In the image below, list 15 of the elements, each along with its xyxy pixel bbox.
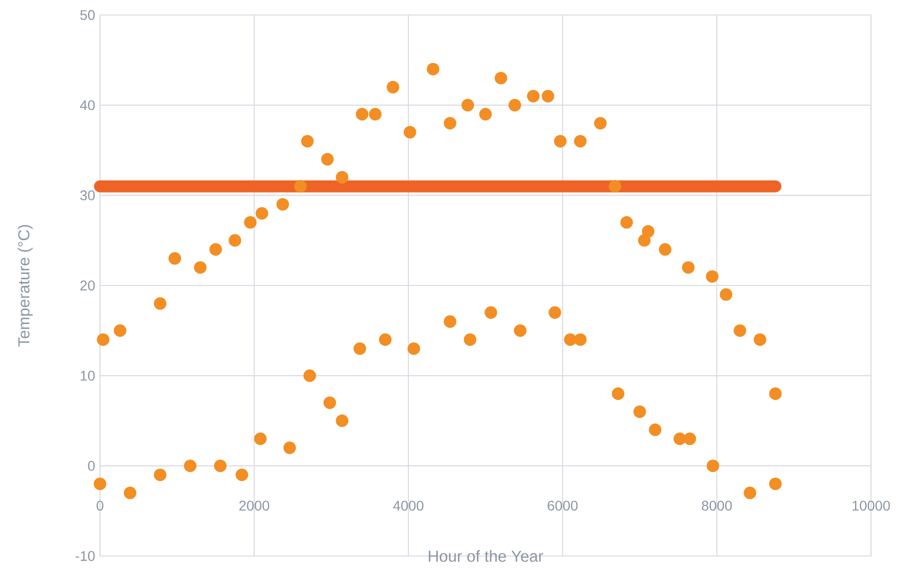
y-tick-label: 10 — [80, 370, 95, 381]
y-tick-label: 50 — [80, 10, 95, 20]
y-tick-label: 30 — [80, 190, 95, 200]
y-tick-label: 40 — [80, 100, 95, 110]
x-tick-label: 6000 — [548, 500, 578, 511]
y-axis-title: Temperature (°C) — [18, 225, 33, 347]
x-tick-label: 8000 — [702, 500, 732, 511]
x-tick-label: 10000 — [852, 500, 890, 511]
x-tick-label: 0 — [96, 500, 104, 511]
x-axis-title: Hour of the Year — [428, 550, 544, 562]
y-tick-label: 20 — [80, 280, 95, 290]
x-tick-label: 2000 — [239, 500, 270, 511]
y-tick-label: 0 — [88, 460, 95, 471]
x-tick-label: 4000 — [393, 500, 424, 511]
y-tick-label: -10 — [76, 551, 95, 561]
